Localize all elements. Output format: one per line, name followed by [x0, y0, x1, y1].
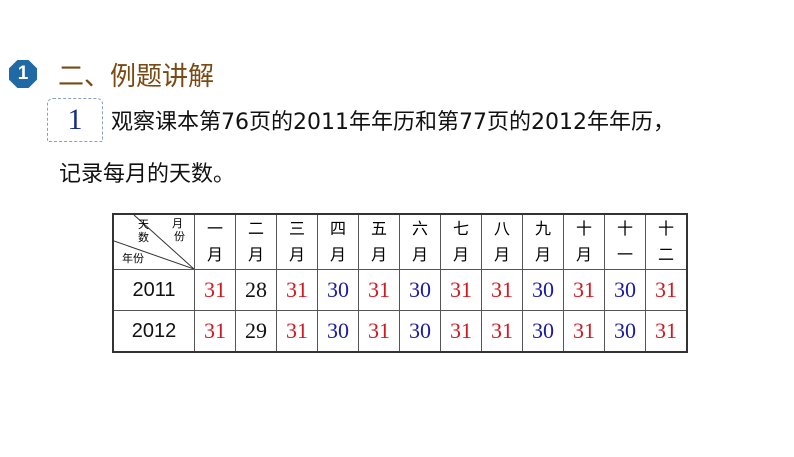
month-header-top: 九 — [534, 219, 551, 238]
days-cell: 31 — [194, 310, 236, 353]
section-title: 二、例题讲解 — [58, 62, 215, 92]
month-header: 十二 — [645, 213, 688, 270]
days-cell: 30 — [604, 310, 646, 353]
table-row: 2011 31 28 31 30 31 30 31 31 30 31 30 31 — [112, 269, 688, 311]
days-cell: 30 — [522, 310, 564, 353]
month-header-top: 一 — [206, 219, 223, 238]
month-header-top: 三 — [288, 219, 305, 238]
month-header: 五月 — [358, 213, 400, 270]
month-header-bottom: 月 — [288, 245, 305, 264]
month-header-bottom: 月 — [452, 245, 469, 264]
month-header-bottom: 月 — [493, 245, 510, 264]
corner-days-2: 数 — [138, 231, 149, 244]
month-header: 二月 — [235, 213, 277, 270]
month-header-bottom: 一 — [616, 245, 633, 264]
days-cell: 30 — [317, 310, 359, 353]
days-cell: 29 — [235, 310, 277, 353]
days-cell: 31 — [276, 269, 318, 311]
days-cell: 31 — [194, 269, 236, 311]
month-header-top: 十 — [616, 219, 633, 238]
month-header-top: 八 — [493, 219, 510, 238]
example-number: 1 — [67, 103, 83, 136]
diagonal-lines — [114, 215, 194, 269]
month-header: 七月 — [440, 213, 482, 270]
month-header-top: 六 — [411, 219, 428, 238]
days-cell: 31 — [358, 310, 400, 353]
corner-month-2: 份 — [174, 230, 185, 243]
month-header-bottom: 月 — [206, 245, 223, 264]
days-cell: 31 — [440, 310, 482, 353]
days-cell: 31 — [481, 310, 523, 353]
days-cell: 30 — [399, 269, 441, 311]
month-header-top: 二 — [247, 219, 264, 238]
month-header-top: 十 — [575, 219, 592, 238]
month-header-bottom: 月 — [247, 245, 264, 264]
month-header: 三月 — [276, 213, 318, 270]
corner-days: 天 — [138, 218, 149, 231]
corner-month: 月 — [172, 217, 183, 230]
month-header-bottom: 月 — [370, 245, 387, 264]
month-header: 六月 — [399, 213, 441, 270]
corner-header: 天 数 月 份 年份 — [112, 213, 195, 270]
days-cell: 30 — [399, 310, 441, 353]
year-cell: 2011 — [112, 269, 195, 311]
month-header-bottom: 二 — [657, 245, 674, 264]
month-header-top: 七 — [452, 219, 469, 238]
month-header-top: 四 — [329, 219, 346, 238]
example-book-icon: 1 — [47, 98, 103, 142]
days-cell: 30 — [317, 269, 359, 311]
month-header: 八月 — [481, 213, 523, 270]
days-cell: 31 — [440, 269, 482, 311]
table-row: 2012 31 29 31 30 31 30 31 31 30 31 30 31 — [112, 310, 688, 353]
question-text: 观察课本第76页的2011年年历和第77页的2012年年历， — [111, 110, 675, 135]
days-cell: 31 — [563, 310, 605, 353]
days-cell: 30 — [522, 269, 564, 311]
days-cell: 31 — [645, 310, 688, 353]
step-badge: 1 — [9, 60, 37, 88]
month-header: 十一 — [604, 213, 646, 270]
month-header: 十月 — [563, 213, 605, 270]
days-cell: 31 — [481, 269, 523, 311]
month-header-bottom: 月 — [411, 245, 428, 264]
days-cell: 31 — [276, 310, 318, 353]
days-per-month-table: 天 数 月 份 年份 一月二月三月四月五月六月七月八月九月十月十一十二 2011… — [112, 213, 688, 353]
month-header-bottom: 月 — [534, 245, 551, 264]
question-text-continued: 记录每月的天数。 — [59, 162, 236, 187]
days-cell: 31 — [563, 269, 605, 311]
days-cell: 28 — [235, 269, 277, 311]
days-cell: 31 — [358, 269, 400, 311]
month-header-bottom: 月 — [329, 245, 346, 264]
month-header: 九月 — [522, 213, 564, 270]
year-cell: 2012 — [112, 310, 195, 353]
month-header-top: 十 — [657, 219, 674, 238]
month-header: 一月 — [194, 213, 236, 270]
month-header-bottom: 月 — [575, 245, 592, 264]
corner-year: 年份 — [122, 252, 144, 265]
month-header: 四月 — [317, 213, 359, 270]
days-cell: 30 — [604, 269, 646, 311]
month-header-top: 五 — [370, 219, 387, 238]
days-cell: 31 — [645, 269, 688, 311]
